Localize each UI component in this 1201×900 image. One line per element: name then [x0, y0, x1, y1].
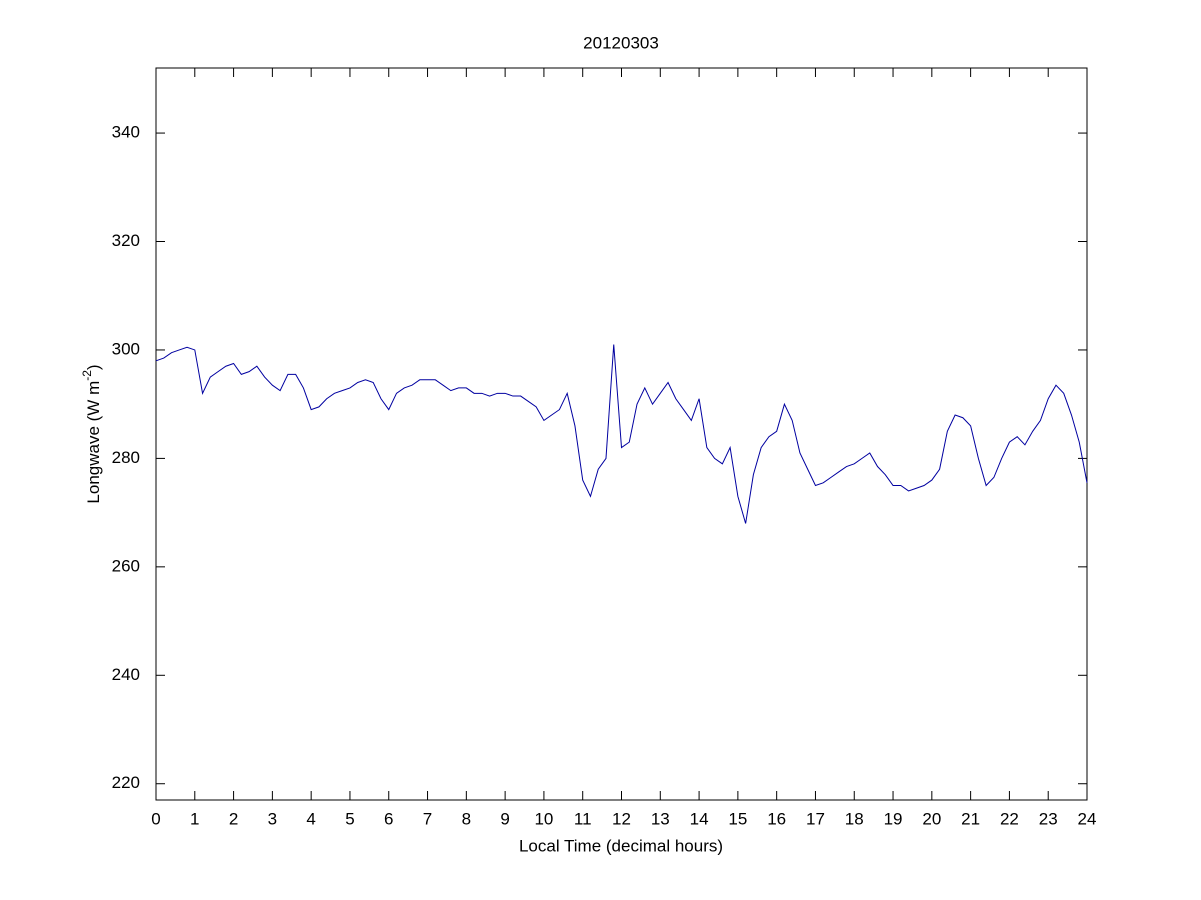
x-tick-label: 5 — [345, 809, 354, 828]
x-tick-label: 6 — [384, 809, 393, 828]
y-tick-label: 320 — [112, 231, 140, 250]
x-tick-label: 2 — [229, 809, 238, 828]
x-tick-label: 9 — [500, 809, 509, 828]
x-tick-label: 7 — [423, 809, 432, 828]
x-axis-label: Local Time (decimal hours) — [519, 836, 723, 855]
y-tick-label: 300 — [112, 339, 140, 358]
x-tick-label: 8 — [462, 809, 471, 828]
y-label-suffix: ) — [84, 364, 103, 370]
x-tick-label: 24 — [1078, 809, 1097, 828]
x-tick-label: 19 — [884, 809, 903, 828]
data-line — [155, 344, 1088, 524]
x-tick-label: 22 — [1000, 809, 1019, 828]
x-tick-label: 13 — [651, 809, 670, 828]
y-tick-label: 340 — [112, 123, 140, 142]
x-tick-label: 10 — [534, 809, 553, 828]
y-tick-label: 220 — [112, 773, 140, 792]
x-tick-label: 20 — [922, 809, 941, 828]
chart-title: 20120303 — [583, 33, 659, 52]
y-axis-label: Longwave (W m-2) — [80, 364, 103, 503]
y-label-text: Longwave (W m — [84, 381, 103, 504]
x-tick-label: 11 — [574, 809, 592, 828]
y-label-superscript: -2 — [80, 370, 94, 381]
x-tick-label: 1 — [190, 809, 199, 828]
x-tick-label: 3 — [268, 809, 277, 828]
x-tick-label: 12 — [612, 809, 631, 828]
y-tick-label: 280 — [112, 448, 140, 467]
x-tick-label: 15 — [728, 809, 747, 828]
x-tick-label: 17 — [806, 809, 825, 828]
x-tick-label: 4 — [306, 809, 315, 828]
plot-area — [155, 67, 1088, 801]
x-tick-label: 16 — [767, 809, 786, 828]
y-tick-label: 260 — [112, 556, 140, 575]
x-tick-label: 0 — [151, 809, 160, 828]
y-tick-label: 240 — [112, 665, 140, 684]
x-tick-label: 23 — [1039, 809, 1058, 828]
x-tick-label: 14 — [690, 809, 709, 828]
x-tick-label: 18 — [845, 809, 864, 828]
x-tick-label: 21 — [961, 809, 980, 828]
